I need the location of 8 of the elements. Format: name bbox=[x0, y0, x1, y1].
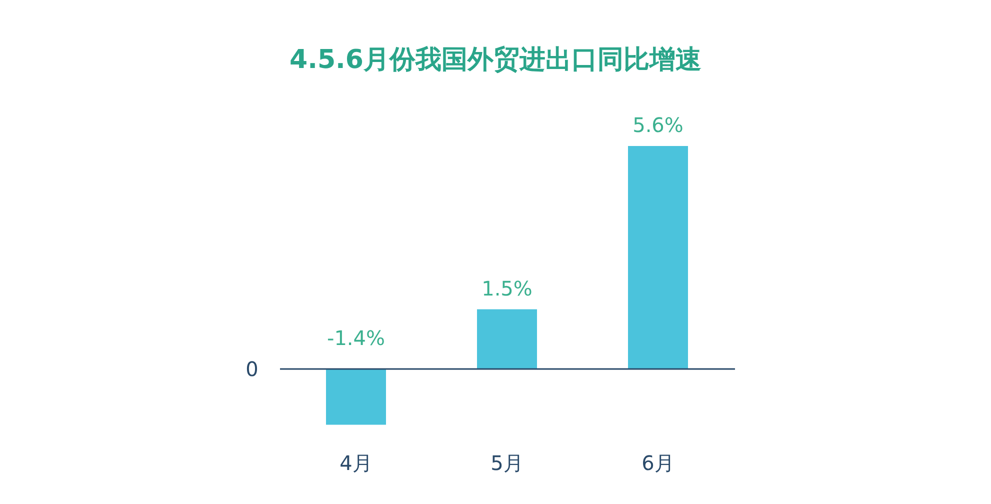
data-label: -1.4% bbox=[326, 326, 386, 350]
x-tick-label: 5月 bbox=[490, 451, 524, 475]
chart-title: 4.5.6月份我国外贸进出口同比增速 bbox=[289, 45, 702, 75]
x-tick-label: 4月 bbox=[340, 451, 372, 475]
x-tick-label: 6月 bbox=[642, 451, 674, 475]
ref-line-label: 0 bbox=[246, 357, 258, 381]
data-label: 5.6% bbox=[632, 113, 684, 137]
data-label: 1.5% bbox=[482, 276, 532, 300]
